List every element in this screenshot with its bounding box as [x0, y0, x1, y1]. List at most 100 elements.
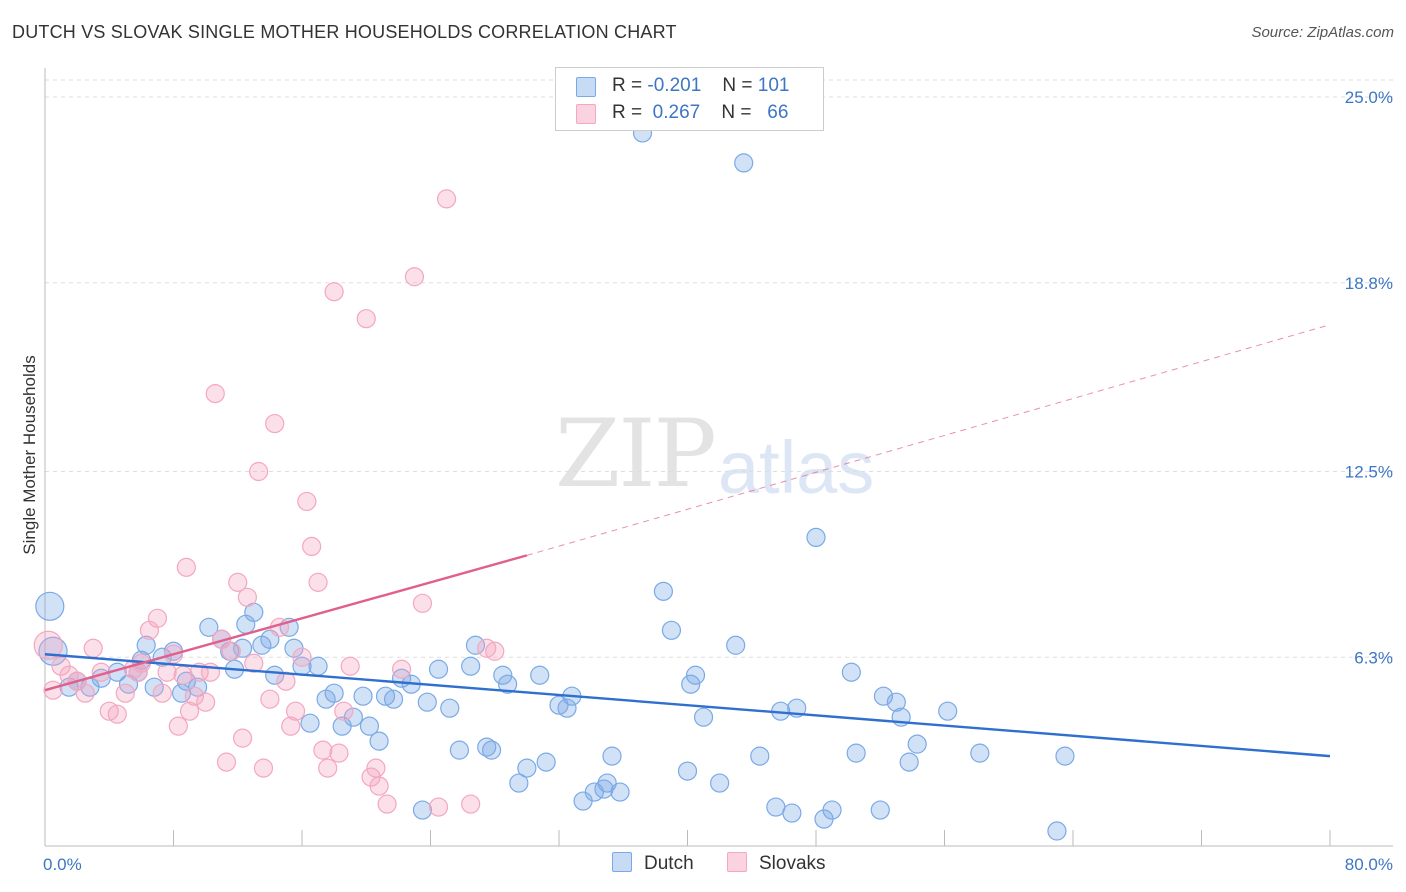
- bottom-dutch-swatch: [612, 852, 632, 872]
- slovaks-point: [179, 701, 200, 721]
- slovaks-point: [313, 740, 333, 760]
- dutch-point: [300, 713, 320, 733]
- dutch-point: [734, 153, 754, 173]
- dutch-point: [822, 800, 842, 820]
- slovaks-point: [324, 282, 344, 302]
- slovaks-point: [297, 491, 317, 512]
- y-tick-label: 25.0%: [1345, 88, 1393, 107]
- dutch-point: [369, 731, 389, 751]
- slovaks-point: [83, 638, 103, 658]
- dutch-point: [308, 656, 328, 676]
- dutch-point: [465, 635, 486, 655]
- slovaks-point: [292, 647, 312, 667]
- source-label: Source: ZipAtlas.com: [1251, 24, 1394, 41]
- dutch-point: [766, 797, 786, 817]
- dutch-point: [870, 800, 890, 820]
- dutch-point: [449, 740, 470, 760]
- slovaks-point: [329, 743, 349, 763]
- slovaks-point: [485, 641, 505, 661]
- slovaks-point: [157, 662, 177, 682]
- dutch-point: [412, 800, 433, 820]
- dutch-n-value: 101: [757, 75, 790, 96]
- x-tick-label-max: 80.0%: [1345, 855, 1393, 874]
- slovaks-point: [33, 630, 63, 660]
- dutch-point: [693, 707, 714, 727]
- correlation-legend: R = -0.201 N = 101 R = 0.267 N = 66: [555, 67, 824, 131]
- dutch-point: [517, 758, 537, 778]
- bottom-slovaks-swatch: [727, 852, 747, 872]
- slovaks-point: [184, 686, 204, 706]
- slovaks-point: [308, 572, 328, 592]
- dutch-point: [383, 689, 404, 709]
- dutch-point: [38, 636, 68, 666]
- slovaks-point: [232, 728, 253, 748]
- slovaks-point: [461, 794, 481, 814]
- dutch-point: [846, 743, 866, 763]
- dutch-point: [782, 803, 802, 823]
- dutch-r-value: -0.201: [647, 75, 702, 96]
- chart-title: DUTCH VS SLOVAK SINGLE MOTHER HOUSEHOLDS…: [12, 22, 677, 42]
- dutch-point: [232, 638, 253, 658]
- slovaks-point: [205, 384, 225, 404]
- slovaks-trend-line: [44, 554, 528, 692]
- dutch-point: [685, 665, 706, 685]
- slovaks-point: [244, 653, 264, 673]
- slovaks-point: [318, 758, 338, 778]
- slovaks-point: [428, 797, 449, 817]
- bottom-slovaks-label: Slovaks: [759, 853, 826, 874]
- slovaks-point: [356, 309, 376, 329]
- slovaks-point: [107, 704, 127, 724]
- dutch-point: [428, 659, 449, 679]
- bottom-legend-dutch: Dutch: [612, 852, 694, 875]
- dutch-point: [653, 581, 674, 601]
- y-tick-label: 12.5%: [1345, 463, 1393, 482]
- slovaks-point: [196, 692, 216, 712]
- slovaks-point: [75, 683, 95, 703]
- dutch-point: [359, 716, 380, 736]
- dutch-point: [417, 692, 437, 712]
- dutch-trend-line: [44, 653, 1331, 758]
- slovaks-point: [334, 701, 354, 721]
- slovaks-n-value: 66: [767, 102, 789, 123]
- slovaks-point: [265, 413, 285, 434]
- dutch-point: [35, 591, 65, 621]
- slovaks-point: [168, 716, 188, 736]
- x-tick-label-min: 0.0%: [43, 855, 82, 874]
- dutch-point: [530, 665, 550, 685]
- watermark-zip: ZIP: [555, 400, 717, 509]
- slovaks-point: [237, 587, 257, 607]
- dutch-point: [461, 656, 481, 676]
- slovaks-point: [404, 267, 425, 287]
- dutch-point: [806, 527, 826, 548]
- dutch-point: [440, 698, 460, 718]
- slovaks-point: [436, 189, 457, 209]
- slovaks-n-label: N =: [721, 102, 752, 123]
- bottom-legend-slovaks: Slovaks: [727, 852, 826, 875]
- slovaks-point: [285, 701, 306, 721]
- dutch-point: [907, 734, 927, 754]
- dutch-point: [970, 743, 990, 763]
- dutch-point: [1047, 821, 1067, 841]
- dutch-point: [886, 692, 906, 712]
- dutch-point: [498, 674, 518, 694]
- slovaks-r-value: 0.267: [652, 102, 701, 123]
- dutch-point: [750, 746, 770, 766]
- dutch-point: [1055, 746, 1075, 766]
- dutch-r-label: R =: [612, 75, 643, 96]
- slovaks-point: [377, 794, 397, 814]
- slovaks-point: [391, 659, 412, 679]
- dutch-point: [677, 761, 698, 781]
- slovaks-point: [340, 656, 360, 676]
- dutch-point: [199, 617, 219, 637]
- dutch-swatch: [576, 77, 596, 97]
- dutch-point: [343, 707, 363, 727]
- dutch-point: [899, 752, 919, 772]
- dutch-point: [710, 773, 730, 793]
- bottom-dutch-label: Dutch: [644, 853, 694, 874]
- dutch-point: [557, 698, 577, 718]
- y-tick-label: 6.3%: [1354, 648, 1393, 667]
- slovaks-point: [228, 572, 248, 592]
- dutch-point: [324, 683, 344, 703]
- legend-dutch-text: R = -0.201 N = 101: [612, 75, 789, 97]
